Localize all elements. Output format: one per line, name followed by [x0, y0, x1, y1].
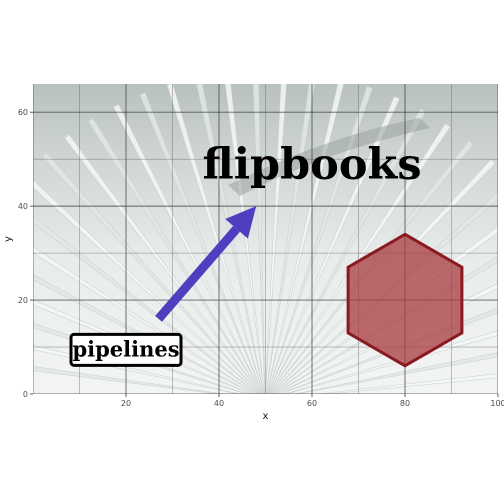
book-shadow: [228, 118, 430, 196]
page-shape: [292, 352, 498, 394]
page-shape: [266, 84, 345, 394]
x-tick-label: 40: [214, 399, 224, 408]
arrow-shaft: [155, 225, 240, 322]
plot-panel: [33, 84, 498, 394]
page-shape: [33, 179, 260, 394]
page-shape: [63, 133, 261, 394]
y-tick-label: 0: [23, 390, 28, 399]
flipbook-pages: [33, 84, 498, 394]
page-shape: [315, 373, 498, 394]
arrow-head: [225, 206, 257, 239]
page-shape: [267, 95, 400, 394]
hexagon-shape: [346, 232, 464, 368]
page-shape: [33, 366, 226, 394]
page-shape: [267, 108, 426, 394]
page-shape: [112, 103, 263, 394]
y-axis: 0 20 40 60: [18, 108, 33, 399]
x-tick-label: 60: [307, 399, 317, 408]
y-axis-title: y: [3, 236, 14, 242]
pipelines-label: pipelines: [72, 336, 179, 361]
y-tick-label: 60: [18, 108, 28, 117]
x-tick-label: 80: [400, 399, 410, 408]
x-tick-label: 20: [121, 399, 131, 408]
page-shape: [252, 84, 266, 394]
y-tick-label: 40: [18, 202, 28, 211]
page-shape: [87, 117, 262, 394]
page-shape: [139, 92, 263, 394]
x-axis: 20 40 60 80 100: [121, 394, 504, 408]
flipbooks-label: flipbooks: [202, 140, 421, 190]
page-shape: [41, 152, 261, 394]
y-tick-label: 20: [18, 296, 28, 305]
pipelines-label-box: pipelines: [69, 332, 183, 367]
x-tick-label: 100: [490, 399, 504, 408]
page-shape: [266, 85, 373, 394]
x-axis-title: x: [263, 411, 269, 422]
